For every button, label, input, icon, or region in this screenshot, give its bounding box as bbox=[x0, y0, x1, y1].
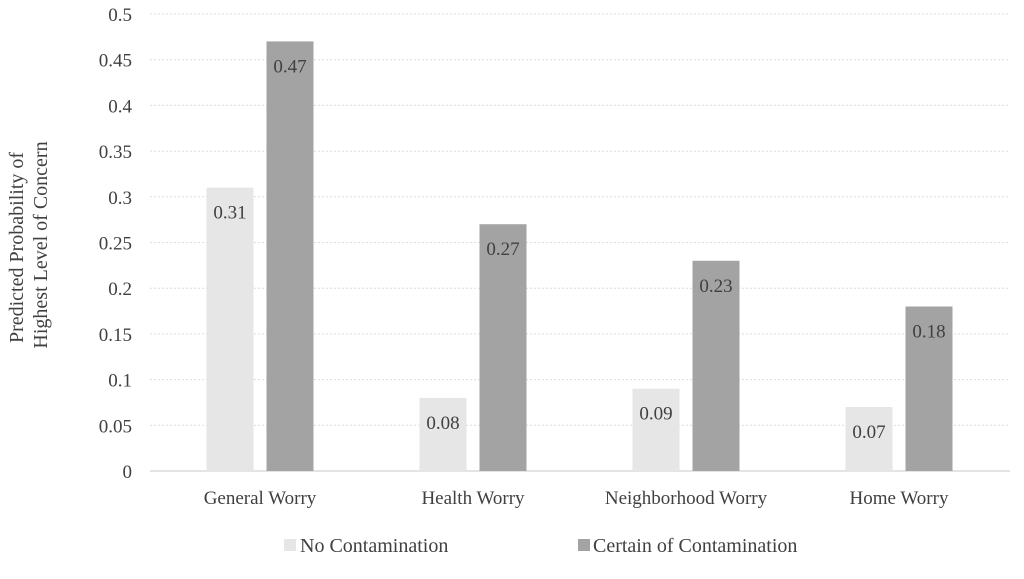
x-category-label: Neighborhood Worry bbox=[605, 488, 768, 509]
y-axis-label-line-2: Highest Level of Concern bbox=[30, 141, 52, 348]
bar-no-contamination bbox=[845, 407, 893, 471]
y-tick-label: 0.3 bbox=[108, 188, 132, 209]
data-label: 0.31 bbox=[213, 203, 246, 224]
data-labels: 0.31 0.47 0.08 0.27 0.09 0.23 0.07 0.18 bbox=[213, 56, 945, 443]
y-tick-label: 0.2 bbox=[108, 279, 132, 300]
legend-label-no-contamination: No Contamination bbox=[300, 535, 448, 557]
y-axis-label: Predicted Probability of Highest Level o… bbox=[6, 141, 52, 348]
bar-certain-of-contamination bbox=[479, 224, 527, 471]
y-tick-label: 0.15 bbox=[99, 325, 132, 346]
y-tick-label: 0.25 bbox=[99, 234, 132, 255]
data-label: 0.08 bbox=[426, 413, 459, 434]
legend-label-certain-of-contamination: Certain of Contamination bbox=[593, 535, 797, 557]
legend: No Contamination Certain of Contaminatio… bbox=[284, 535, 797, 557]
y-axis-ticks: 0 0.05 0.1 0.15 0.2 0.25 0.3 0.35 0.4 0.45 0.5 bbox=[99, 5, 133, 483]
y-tick-label: 0.45 bbox=[99, 51, 132, 72]
data-label: 0.09 bbox=[639, 404, 672, 425]
x-category-label: Health Worry bbox=[421, 488, 525, 509]
data-label: 0.18 bbox=[912, 321, 945, 342]
bar-certain-of-contamination bbox=[266, 41, 314, 472]
bar-certain-of-contamination bbox=[905, 306, 953, 471]
x-category-label: Home Worry bbox=[850, 488, 949, 509]
data-label: 0.23 bbox=[699, 276, 732, 297]
legend-swatch-certain-of-contamination bbox=[578, 539, 590, 551]
y-tick-label: 0 bbox=[123, 462, 133, 483]
data-label: 0.27 bbox=[486, 239, 519, 260]
y-tick-label: 0.05 bbox=[99, 416, 132, 437]
bar-no-contamination bbox=[206, 187, 254, 471]
bars bbox=[206, 41, 953, 472]
y-axis-label-line-1: Predicted Probability of bbox=[6, 152, 28, 343]
y-tick-label: 0.35 bbox=[99, 142, 132, 163]
x-category-label: General Worry bbox=[204, 488, 317, 509]
y-tick-label: 0.4 bbox=[108, 96, 132, 117]
y-tick-label: 0.5 bbox=[108, 5, 132, 26]
x-axis-categories: General Worry Health Worry Neighborhood Wo… bbox=[204, 488, 949, 509]
bar-no-contamination bbox=[632, 388, 680, 471]
y-tick-label: 0.1 bbox=[108, 371, 132, 392]
gridlines bbox=[150, 13, 1010, 472]
bar-certain-of-contamination bbox=[692, 260, 740, 471]
data-label: 0.47 bbox=[273, 56, 306, 77]
legend-swatch-no-contamination bbox=[284, 539, 296, 551]
bar-no-contamination bbox=[419, 397, 467, 471]
data-label: 0.07 bbox=[852, 422, 885, 443]
